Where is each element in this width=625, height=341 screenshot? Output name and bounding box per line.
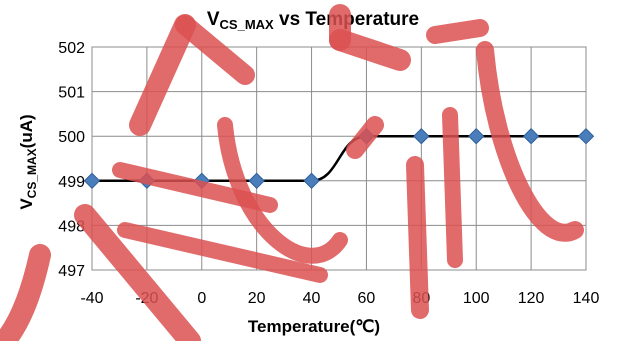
x-tick-label: 120 [518, 290, 545, 307]
x-axis-label: Temperature(℃) [248, 317, 380, 336]
y-tick-label: 502 [58, 40, 85, 57]
x-tick-label: 0 [197, 290, 206, 307]
y-axis-label: VCS_MAX(uA) [17, 114, 39, 209]
x-tick-label: 40 [303, 290, 321, 307]
data-point-marker [577, 127, 595, 145]
x-tick-label: 60 [358, 290, 376, 307]
x-tick-label: 100 [463, 290, 490, 307]
data-point-marker [468, 127, 485, 145]
x-tick-label: 140 [573, 290, 600, 307]
data-point-marker [522, 127, 540, 145]
watermark [0, 4, 584, 341]
x-tick-label: -40 [80, 290, 103, 307]
data-point-marker [248, 172, 265, 190]
data-point-marker [413, 127, 430, 145]
y-tick-label: 501 [58, 85, 85, 102]
y-tick-label: 497 [58, 263, 85, 280]
data-point-marker [303, 172, 320, 190]
x-tick-label: 20 [248, 290, 266, 307]
y-tick-label: 500 [58, 129, 85, 146]
data-point-marker [83, 172, 101, 190]
chart-title: VCS_MAX vs Temperature [207, 9, 419, 32]
y-tick-label: 499 [58, 174, 85, 191]
